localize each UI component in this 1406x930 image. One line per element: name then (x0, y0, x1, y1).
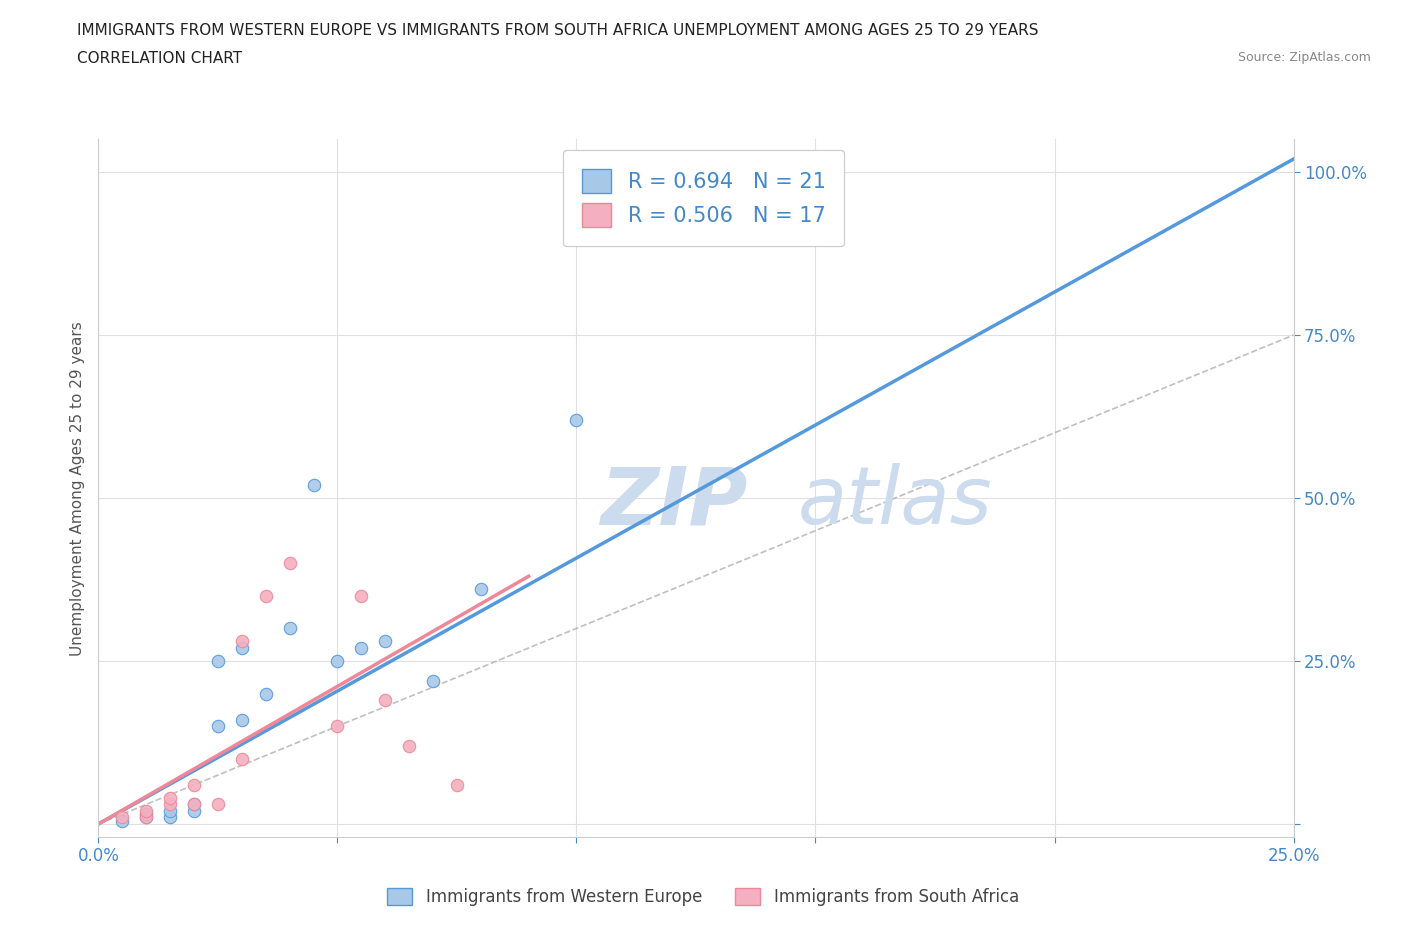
Text: IMMIGRANTS FROM WESTERN EUROPE VS IMMIGRANTS FROM SOUTH AFRICA UNEMPLOYMENT AMON: IMMIGRANTS FROM WESTERN EUROPE VS IMMIGR… (77, 23, 1039, 38)
Point (159, 790, 181, 805)
Point (183, 777, 205, 792)
Point (278, 556, 301, 571)
Point (231, 751, 253, 766)
Point (374, 634, 396, 649)
Point (374, 693, 396, 708)
Point (135, 810, 157, 825)
Text: Source: ZipAtlas.com: Source: ZipAtlas.com (1237, 51, 1371, 64)
Point (254, 589, 277, 604)
Point (326, 654, 349, 669)
Point (278, 621, 301, 636)
Point (183, 804, 205, 818)
Point (254, 686, 277, 701)
Legend: Immigrants from Western Europe, Immigrants from South Africa: Immigrants from Western Europe, Immigran… (381, 881, 1025, 912)
Point (470, 582, 492, 597)
Point (326, 719, 349, 734)
Point (350, 589, 373, 604)
Point (135, 806, 157, 821)
Point (159, 810, 181, 825)
Point (231, 634, 253, 649)
Point (111, 813, 134, 828)
Point (231, 641, 253, 656)
Point (398, 738, 420, 753)
Point (159, 804, 181, 818)
Legend: R = 0.694   N = 21, R = 0.506   N = 17: R = 0.694 N = 21, R = 0.506 N = 17 (562, 150, 844, 246)
Text: CORRELATION CHART: CORRELATION CHART (77, 51, 242, 66)
Point (350, 641, 373, 656)
Text: atlas: atlas (797, 463, 993, 541)
Point (207, 719, 229, 734)
Point (565, 412, 588, 427)
Point (159, 797, 181, 812)
Point (207, 797, 229, 812)
Point (111, 810, 134, 825)
Point (135, 810, 157, 825)
Point (231, 712, 253, 727)
Point (207, 654, 229, 669)
Point (135, 804, 157, 818)
Point (446, 777, 468, 792)
Point (637, 165, 659, 179)
Point (183, 797, 205, 812)
Point (422, 673, 444, 688)
Text: ZIP: ZIP (600, 463, 748, 541)
Point (183, 797, 205, 812)
Point (302, 477, 325, 492)
Y-axis label: Unemployment Among Ages 25 to 29 years: Unemployment Among Ages 25 to 29 years (69, 321, 84, 656)
